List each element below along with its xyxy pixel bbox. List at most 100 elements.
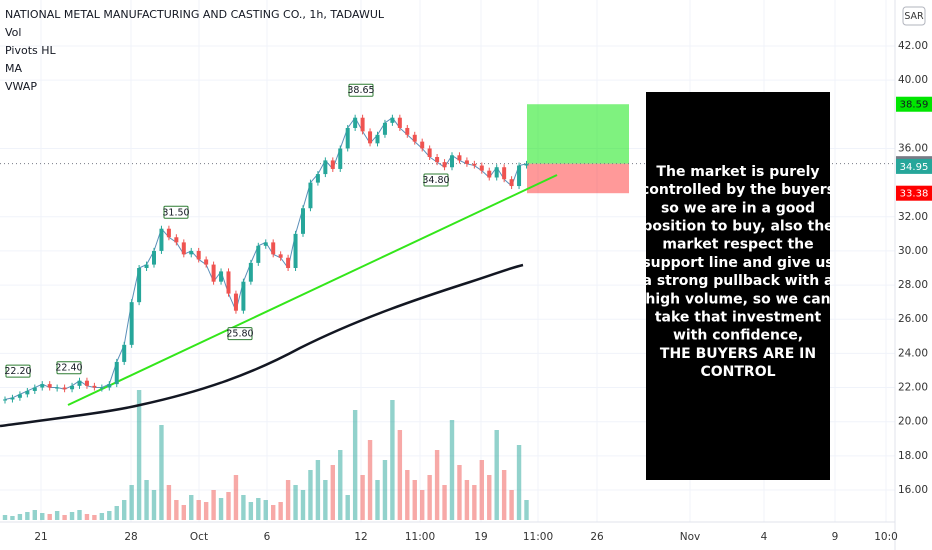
candle-body [241, 281, 246, 311]
candle-body [420, 141, 425, 149]
note-box [646, 92, 830, 480]
pivots: 22.20 22.40 31.50 25.80 38.65 34.80 [4, 83, 450, 378]
price-tag [896, 185, 932, 201]
candle-body [3, 399, 7, 401]
candle-body [107, 384, 112, 388]
volume-bar [122, 500, 127, 520]
volume-bar [99, 513, 105, 520]
volume-bar [189, 495, 194, 520]
candle-body [450, 155, 454, 168]
volume-bar [69, 512, 75, 520]
volume-bar [457, 465, 462, 520]
x-tick-label: 6 [264, 531, 271, 543]
volume-bar [62, 515, 67, 520]
volume-bar [412, 480, 417, 520]
candle-body [196, 250, 201, 260]
candle-body [181, 242, 186, 255]
volume-bar [390, 400, 395, 520]
volume-bar [472, 485, 477, 520]
x-tick-label: 10:0 [874, 531, 898, 543]
candle-body [494, 167, 499, 178]
candle-body [509, 179, 514, 187]
volume-bar [218, 498, 224, 520]
pivot-label: 38.65 [347, 85, 374, 96]
pivot-label: 25.80 [226, 329, 253, 340]
volume-bar [405, 470, 410, 520]
candle-body [233, 293, 238, 311]
note-line: THE BUYERS ARE IN [660, 346, 816, 362]
price-axis: 16.00 18.00 20.00 22.00 24.00 26.00 28.00 30.00… [34, 40, 932, 543]
chart-title: NATIONAL METAL MANUFACTURING AND CASTING… [5, 8, 385, 21]
candle-body [390, 117, 395, 123]
currency: SAR [904, 11, 924, 22]
currency-box [902, 6, 926, 26]
volume-bar [352, 410, 358, 520]
volume-bar [32, 510, 37, 520]
candle-body [256, 245, 261, 263]
candle-body [338, 148, 343, 169]
candle-body [293, 233, 298, 268]
y-tick-label: 36.00 [898, 142, 928, 154]
x-tick-label: 26 [590, 531, 604, 543]
candle-body [92, 385, 97, 388]
volume-bar [159, 425, 164, 520]
candle-body [129, 302, 134, 345]
volume-bar [107, 511, 112, 520]
pivot-box [5, 364, 31, 378]
volume-bar [427, 475, 432, 520]
candle-body [412, 134, 417, 142]
volume-bar [464, 480, 470, 520]
volume-bar [278, 502, 283, 520]
candle-body [84, 380, 89, 386]
candle-body [457, 155, 462, 161]
volume-bar [2, 515, 8, 520]
volume-bar [293, 485, 298, 520]
y-tick-label: 42.00 [898, 40, 928, 52]
x-tick-label: 28 [124, 531, 137, 543]
candle-body [405, 127, 410, 135]
volume-bar [256, 498, 261, 520]
volume-bar [203, 502, 209, 520]
candle-body [427, 148, 432, 157]
volume-bar [494, 430, 499, 520]
x-tick-label: Nov [680, 531, 701, 543]
target-zone [527, 104, 629, 164]
volume-bar [181, 505, 186, 520]
pivot-box [56, 361, 82, 375]
volume-bar [166, 485, 172, 520]
candle-body [502, 167, 507, 180]
candle-body [47, 384, 52, 388]
candle-body [382, 122, 387, 135]
volume-bar [397, 430, 403, 520]
candle-body [32, 387, 37, 391]
stop-zone [527, 163, 629, 194]
volume-bar [174, 500, 179, 520]
y-tick-label: 30.00 [898, 245, 928, 257]
candle-body [159, 228, 164, 251]
volume-bar [449, 420, 455, 520]
candle-body [524, 163, 529, 166]
candle-body [308, 182, 313, 209]
candle-body [152, 250, 156, 265]
candle-body [345, 127, 350, 149]
price-tag-label: 34.95 [900, 162, 929, 173]
candle-body [55, 387, 60, 389]
indicator: MA [5, 62, 22, 75]
candle-body [397, 117, 402, 128]
y-tick-label: 16.00 [898, 484, 928, 496]
volume-bar [129, 485, 134, 520]
note-line: market respect the [662, 237, 813, 253]
y-tick-label: 32.00 [898, 211, 928, 223]
x-tick-label: 11:00 [405, 531, 435, 543]
candle-body [487, 170, 492, 178]
y-tick-label: 40.00 [898, 74, 928, 86]
candle-body [278, 254, 283, 258]
volume-pane [2, 390, 529, 520]
candle-body [211, 264, 216, 282]
x-tick-label: Oct [190, 531, 208, 543]
volume-bar [151, 490, 157, 520]
candles [3, 114, 529, 404]
volume-bar [479, 460, 484, 520]
y-tick-label: 20.00 [898, 416, 928, 428]
volume-bar [226, 492, 231, 520]
